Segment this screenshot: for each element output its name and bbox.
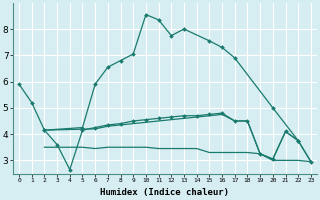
X-axis label: Humidex (Indice chaleur): Humidex (Indice chaleur) [100, 188, 229, 197]
